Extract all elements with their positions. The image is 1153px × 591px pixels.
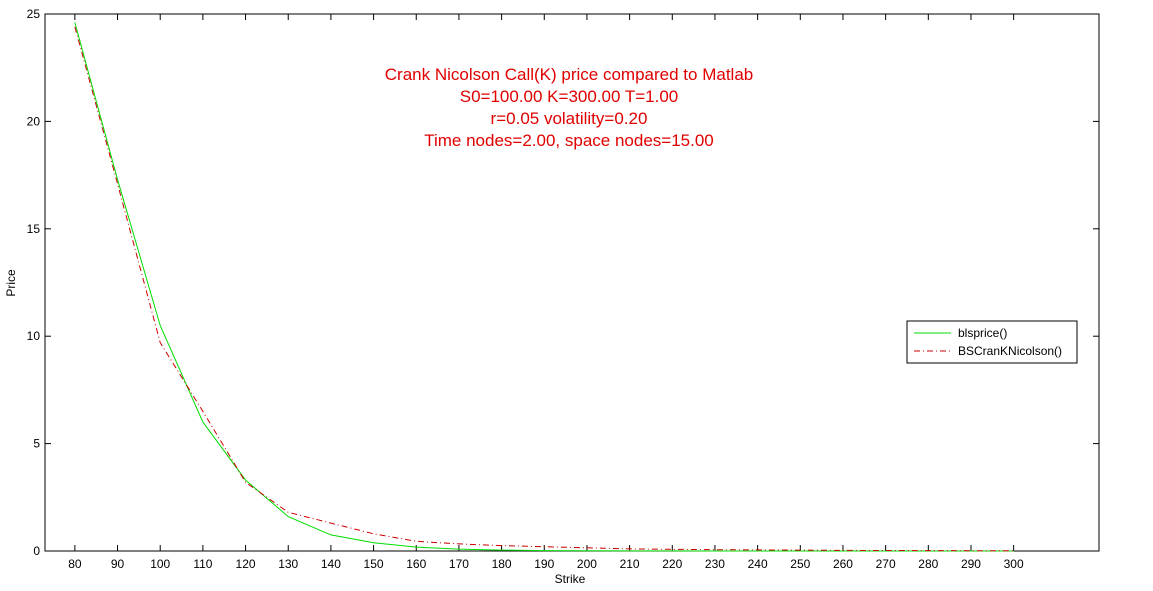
x-tick-label-270: 270	[876, 557, 896, 571]
x-tick-label-130: 130	[278, 557, 298, 571]
x-tick-label-260: 260	[833, 557, 853, 571]
y-tick-label-20: 20	[27, 114, 41, 128]
x-tick-label-200: 200	[577, 557, 597, 571]
x-tick-label-110: 110	[193, 557, 212, 571]
series-layer	[74, 22, 1014, 552]
title-line-1: Crank Nicolson Call(K) price compared to…	[385, 65, 753, 84]
x-tick-label-290: 290	[961, 557, 981, 571]
y-tick-label-10: 10	[27, 329, 41, 343]
x-tick-label-220: 220	[662, 557, 682, 571]
legend: blsprice() BSCranKNicolson()	[906, 320, 1078, 364]
x-tick-label-300: 300	[1004, 557, 1024, 571]
title-line-4: Time nodes=2.00, space nodes=15.00	[424, 131, 714, 150]
x-tick-label-120: 120	[236, 557, 256, 571]
x-tick-label-180: 180	[492, 557, 512, 571]
legend-label-blsprice: blsprice()	[958, 326, 1007, 340]
ticks: 80 90 100 110 120 130 140 150 160 170 180 190 200 210…	[27, 7, 1099, 571]
x-tick-label-250: 250	[790, 557, 810, 571]
y-tick-label-25: 25	[27, 7, 41, 21]
x-tick-label-80: 80	[68, 557, 82, 571]
series-line-blsprice	[74, 22, 1014, 552]
title-line-2: S0=100.00 K=300.00 T=1.00	[460, 87, 679, 106]
x-tick-label-230: 230	[705, 557, 725, 571]
x-tick-label-100: 100	[150, 557, 170, 571]
x-tick-label-150: 150	[364, 557, 384, 571]
x-tick-label-170: 170	[449, 557, 469, 571]
y-tick-label-15: 15	[27, 222, 41, 236]
x-tick-label-160: 160	[406, 557, 426, 571]
x-tick-label-190: 190	[534, 557, 554, 571]
x-tick-label-280: 280	[918, 557, 938, 571]
y-tick-label-5: 5	[33, 437, 40, 451]
title-line-3: r=0.05 volatility=0.20	[491, 109, 648, 128]
legend-box	[906, 320, 1078, 364]
x-tick-label-140: 140	[321, 557, 341, 571]
chart-title: Crank Nicolson Call(K) price compared to…	[385, 65, 753, 150]
y-axis-label: Price	[4, 269, 18, 297]
y-tick-label-0: 0	[33, 544, 40, 558]
x-axis-label: Strike	[555, 572, 586, 586]
legend-label-bscranknicolson: BSCranKNicolson()	[958, 344, 1062, 358]
x-tick-label-210: 210	[620, 557, 640, 571]
x-tick-label-90: 90	[111, 557, 125, 571]
plot-area	[44, 13, 1100, 552]
x-tick-label-240: 240	[748, 557, 768, 571]
series-line-bscranknicolson	[74, 26, 1014, 552]
